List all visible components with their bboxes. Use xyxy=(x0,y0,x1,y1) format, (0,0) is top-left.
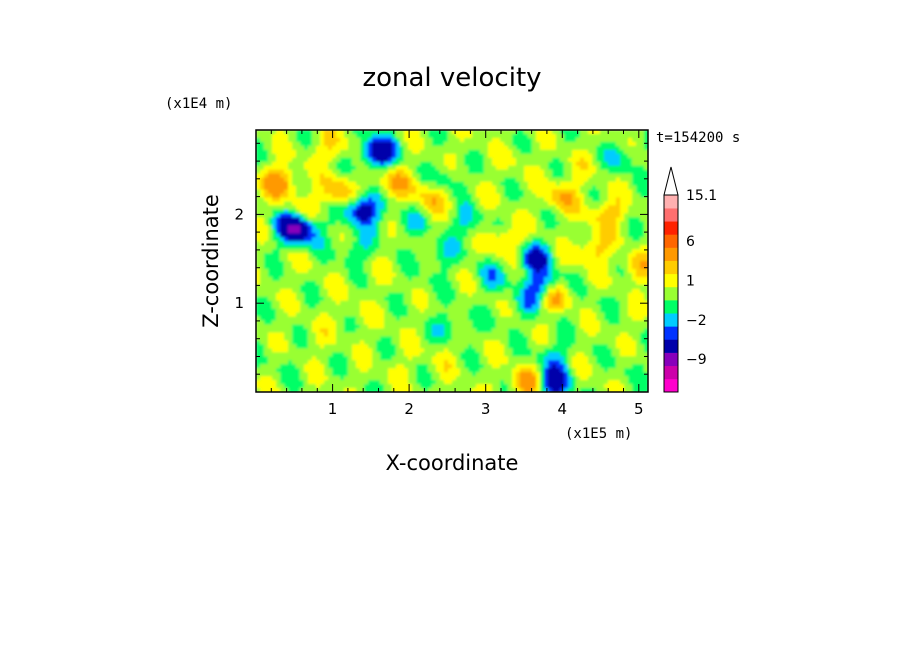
y-axis-label: Z-coordinate xyxy=(199,194,223,328)
colorbar-swatch xyxy=(664,286,678,301)
plot-frame xyxy=(255,129,649,393)
x-tick-label: 3 xyxy=(481,400,491,418)
colorbar-swatch xyxy=(664,208,678,222)
colorbar-label: −9 xyxy=(686,352,707,368)
x-tick-label: 4 xyxy=(557,400,567,418)
colorbar-swatch xyxy=(664,221,678,235)
y-unit-label: (x1E4 m) xyxy=(165,96,232,112)
contour-field xyxy=(256,130,648,392)
x-tick-label: 5 xyxy=(634,400,644,418)
colorbar-swatch xyxy=(664,352,678,367)
colorbar-swatch xyxy=(664,313,678,327)
colorbar-label: 15.1 xyxy=(686,188,717,204)
colorbar-label: 6 xyxy=(686,234,695,250)
y-axis: 12 xyxy=(234,142,648,375)
colorbar-swatch xyxy=(664,273,678,288)
colorbar-swatch xyxy=(664,234,678,248)
colorbar-label: 1 xyxy=(686,273,695,289)
colorbar-swatch xyxy=(664,300,678,314)
colorbar-arrow xyxy=(663,166,679,196)
y-tick-label: 1 xyxy=(234,294,244,312)
colorbar-swatch xyxy=(664,326,678,340)
colorbar: 15.1 6 1 −2 −9 xyxy=(663,166,717,393)
colorbar-swatch xyxy=(664,260,678,275)
x-axis-label: X-coordinate xyxy=(386,451,519,475)
colorbar-swatch xyxy=(664,195,678,209)
x-unit-label: (x1E5 m) xyxy=(565,426,632,442)
y-tick-label: 2 xyxy=(234,205,244,223)
colorbar-label: −2 xyxy=(686,313,707,329)
colorbar-swatch xyxy=(664,339,678,353)
x-tick-label: 2 xyxy=(404,400,414,418)
colorbar-swatch xyxy=(664,247,678,261)
x-tick-label: 1 xyxy=(328,400,338,418)
chart-title: zonal velocity xyxy=(362,63,541,93)
colorbar-swatch xyxy=(664,378,678,393)
x-axis: 1 2 3 4 5 xyxy=(270,130,644,418)
time-label: t=154200 s xyxy=(656,130,740,146)
colorbar-swatch xyxy=(664,365,678,380)
